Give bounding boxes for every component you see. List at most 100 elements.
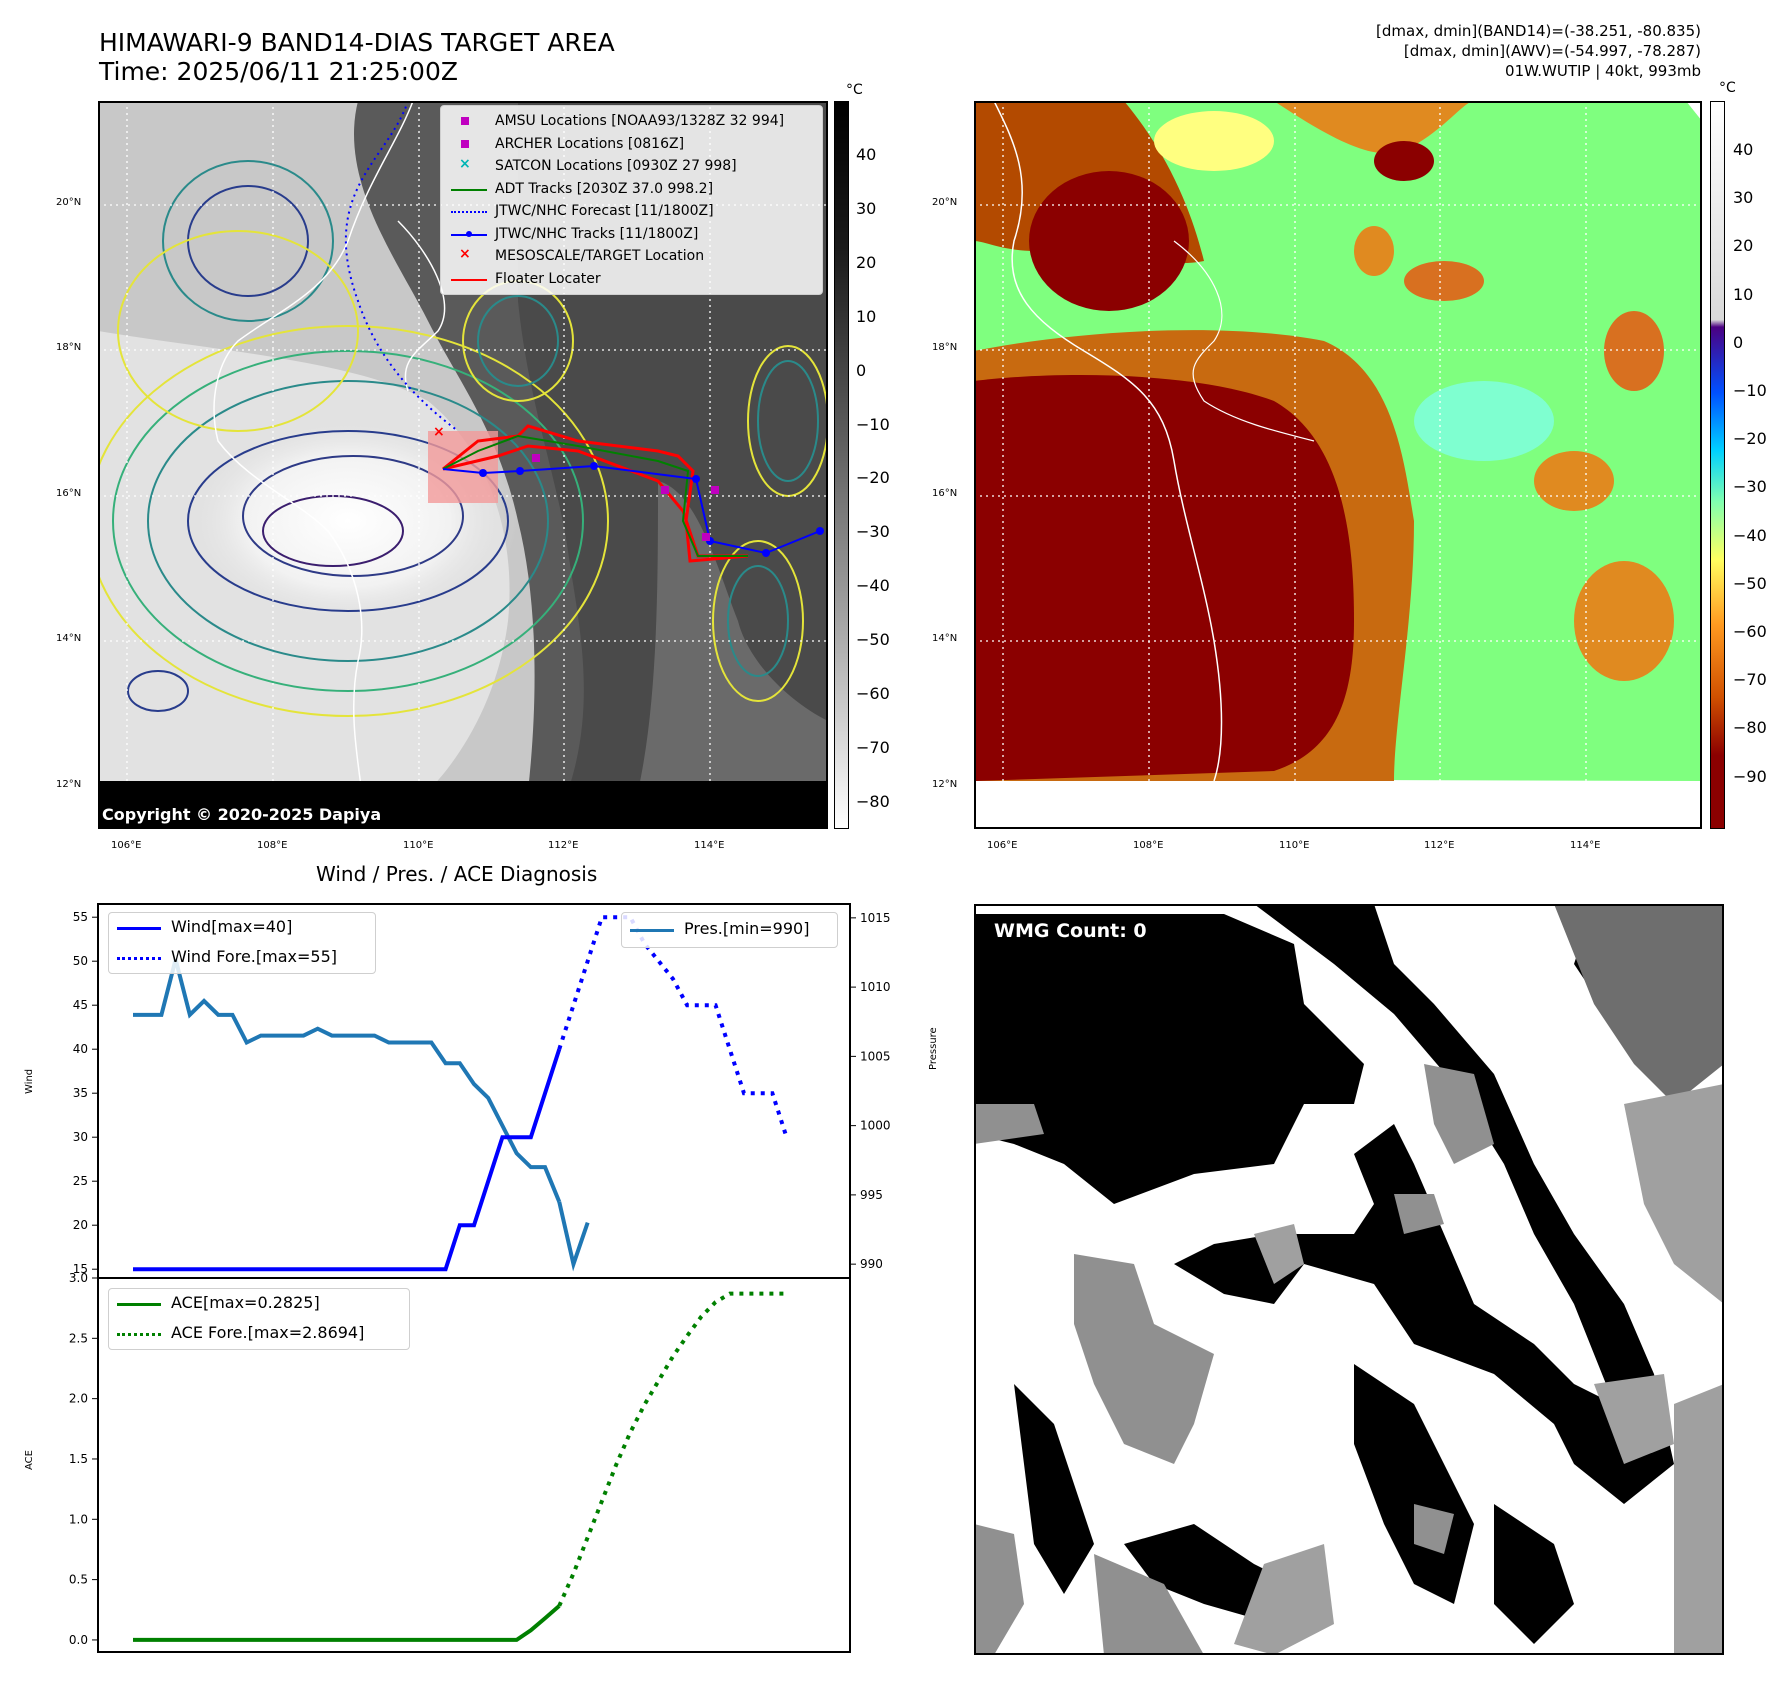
colorbar-tick: 30 (1733, 188, 1754, 208)
wind-axis-label: Wind (24, 1068, 35, 1094)
lon-label: 106°E (987, 840, 1018, 851)
legend-label: ARCHER Locations [0816Z] (495, 135, 685, 152)
colorbar-tick: 10 (856, 306, 877, 326)
colorbar-tick: −50 (1733, 573, 1767, 593)
lat-label: 14°N (56, 633, 82, 644)
lon-label: 112°E (1424, 840, 1455, 851)
pressure-legend-line (630, 929, 674, 932)
colorbar-awv (1710, 101, 1725, 829)
legend-marker-icon: × (459, 156, 471, 172)
wind-legend: Wind[max=40] Wind Fore.[max=55] (108, 912, 376, 974)
wmg-panel: WMG Count: 0 (974, 904, 1724, 1655)
chart-title: HIMAWARI-9 BAND14-DIAS TARGET AREA (99, 28, 615, 57)
ace-tick-label: 2.5 (69, 1331, 88, 1345)
copyright-text: Copyright © 2020-2025 Dapiya (102, 805, 382, 824)
colorbar-tick: −20 (856, 468, 890, 488)
colorbar-tick: 40 (1733, 140, 1754, 159)
lat-label: 16°N (56, 488, 82, 499)
svg-text:×: × (433, 424, 445, 440)
pressure-tick-label: 1000 (860, 1119, 891, 1133)
wind-line (133, 1048, 562, 1272)
ir-map: × Copyright © 2020-2025 Dapiya AMSU Loca… (98, 101, 828, 829)
wind-legend-label: Wind[max=40] (171, 917, 293, 936)
colorbar-tick: −80 (856, 791, 890, 811)
pressure-tail-line (557, 1201, 590, 1272)
wind-fore-legend-label: Wind Fore.[max=55] (171, 947, 337, 966)
ir-map-frame (98, 101, 828, 829)
diagnosis-title: Wind / Pres. / ACE Diagnosis (316, 862, 598, 886)
colorbar-tick: −70 (856, 737, 890, 757)
legend-marker-icon (451, 278, 487, 281)
pressure-tick-label: 1015 (860, 911, 891, 925)
ace-legend: ACE[max=0.2825] ACE Fore.[max=2.8694] (108, 1288, 410, 1350)
colorbar-tick: −10 (1733, 381, 1767, 400)
colorbar-tick: 20 (1733, 236, 1754, 256)
ace-tick-label: 1.0 (69, 1512, 88, 1526)
colorbar-unit: °C (1719, 80, 1736, 96)
map-legend-item: Floater Locater (447, 270, 817, 290)
wind-tick-label: 25 (73, 1174, 88, 1188)
map-legend: AMSU Locations [NOAA93/1328Z 32 994] ARCH… (440, 105, 823, 295)
wind-tick-label: 15 (73, 1262, 88, 1276)
colorbar-tick: 0 (1733, 332, 1744, 352)
colorbar-tick: −70 (1733, 670, 1767, 690)
map-legend-item: AMSU Locations [NOAA93/1328Z 32 994] (447, 112, 817, 132)
awv-map-frame (974, 101, 1702, 829)
colorbar-tick: −20 (1733, 429, 1767, 449)
wmg-svg (974, 904, 1724, 1655)
map-legend-item: ADT Tracks [2030Z 37.0 998.2] (447, 180, 817, 200)
legend-marker-icon (451, 188, 487, 191)
pressure-line (133, 958, 562, 1203)
pressure-legend: Pres.[min=990] (621, 912, 838, 948)
colorbar-gray (834, 101, 849, 829)
diagnosis-chart: 15 20 25 30 35 40 45 50 55 990 995 1000 1005 1010 1015… (69, 903, 891, 1653)
wind-tick-label: 30 (73, 1130, 88, 1144)
wind-tick-label: 50 (73, 954, 88, 968)
lat-label: 14°N (932, 633, 958, 644)
target-area-box (428, 431, 498, 503)
ace-legend-label: ACE[max=0.2825] (171, 1293, 320, 1312)
wind-tick-label: 35 (73, 1086, 88, 1100)
legend-label: AMSU Locations [NOAA93/1328Z 32 994] (495, 113, 785, 129)
ace-legend-line (117, 1303, 161, 1306)
legend-label: MESOSCALE/TARGET Location (495, 248, 705, 264)
ace-fore-legend-label: ACE Fore.[max=2.8694] (171, 1323, 365, 1342)
legend-marker-icon (461, 139, 469, 148)
awv-range: [dmax, dmin](AWV)=(-54.997, -78.287) (1403, 42, 1701, 60)
colorbar-tick: −40 (1733, 525, 1767, 545)
lon-label: 112°E (548, 840, 579, 851)
awv-map (974, 101, 1702, 829)
awv-map-svg (974, 101, 1702, 829)
wind-tick-label: 20 (73, 1218, 88, 1232)
lat-label: 18°N (932, 342, 958, 353)
map-legend-item: × MESOSCALE/TARGET Location (447, 246, 817, 267)
colorbar-tick: −80 (1733, 718, 1767, 738)
legend-label: JTWC/NHC Tracks [11/1800Z] (495, 225, 699, 242)
colorbar-tick: −60 (856, 684, 890, 703)
colorbar-tick: 10 (1733, 284, 1754, 304)
ace-axis-label: ACE (24, 1450, 35, 1470)
lat-label: 12°N (56, 779, 82, 790)
colorbar-tick: −50 (856, 630, 890, 650)
map-legend-item: JTWC/NHC Tracks [11/1800Z] (447, 225, 817, 245)
colorbar-tick: −10 (856, 414, 890, 434)
wind-legend-line (117, 927, 161, 930)
wind-tick-label: 55 (73, 910, 88, 924)
ace-fore-legend-line (117, 1333, 161, 1336)
colorbar-tick: −40 (856, 576, 890, 596)
wind-fore-legend-line (117, 957, 161, 960)
lat-label: 18°N (56, 342, 82, 353)
pressure-axis-label: Pressure (928, 1027, 939, 1070)
wind-tick-label: 40 (73, 1042, 88, 1056)
lon-label: 110°E (403, 840, 434, 851)
pressure-legend-label: Pres.[min=990] (684, 919, 810, 938)
colorbar-tick: 0 (856, 360, 867, 380)
ace-tick-label: 0.5 (69, 1573, 88, 1587)
pressure-tick-label: 1005 (860, 1049, 891, 1063)
map-legend-item: JTWC/NHC Forecast [11/1800Z] (447, 202, 817, 222)
lon-label: 108°E (1133, 840, 1164, 851)
colorbar-unit: °C (846, 82, 863, 98)
band14-range: [dmax, dmin](BAND14)=(-38.251, -80.835) (1376, 22, 1701, 40)
legend-marker-icon (461, 117, 469, 125)
colorbar-tick: −30 (1733, 477, 1767, 497)
